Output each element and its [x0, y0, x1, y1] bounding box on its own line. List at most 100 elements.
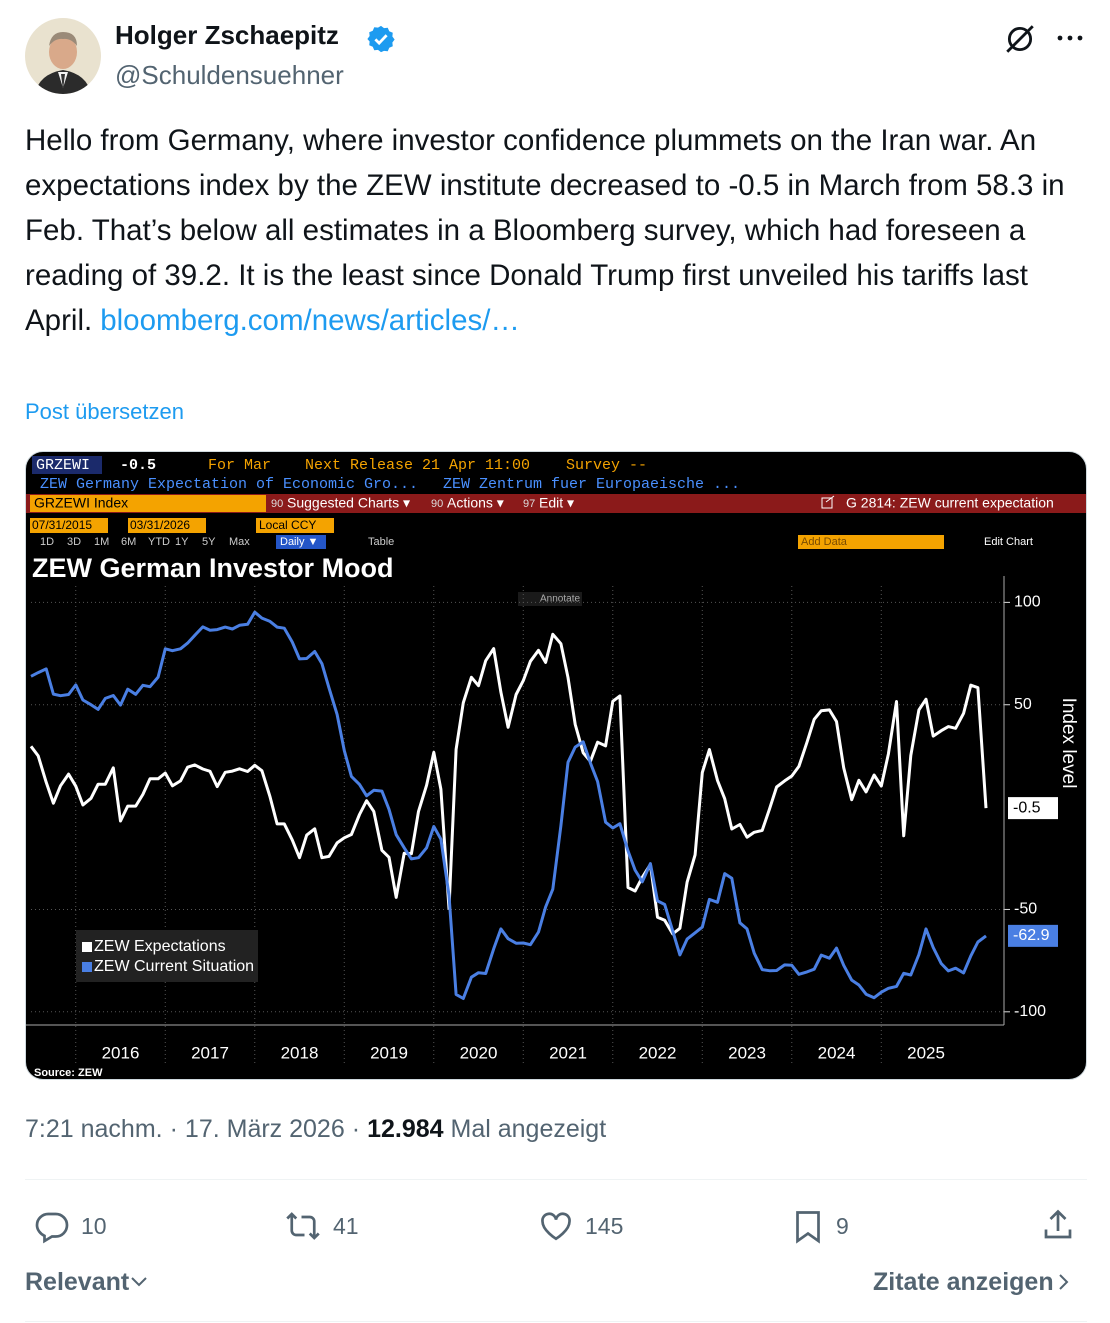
range-button: 1M [94, 536, 109, 548]
description: ZEW Germany Expectation of Economic Gro.… [40, 476, 418, 493]
more-icon[interactable] [1055, 28, 1085, 48]
y-tick-label: 100 [1014, 594, 1041, 611]
repost-button[interactable]: 41 [283, 1208, 359, 1244]
y-tick-label: -50 [1014, 901, 1037, 918]
legend-swatch [82, 942, 92, 952]
range-button: 5Y [202, 536, 216, 548]
verified-badge [367, 25, 395, 53]
menu-code: 97 [523, 498, 535, 510]
reply-button[interactable]: 10 [33, 1208, 107, 1244]
frequency-box [276, 535, 326, 549]
x-tick-label: 2023 [728, 1043, 766, 1062]
date-box [128, 518, 206, 533]
y-tick-label: 50 [1014, 696, 1032, 713]
date-box [30, 518, 108, 533]
security-box [30, 495, 266, 512]
x-tick-label: 2018 [281, 1043, 319, 1062]
currency: Local CCY [259, 518, 316, 532]
toolbar [26, 494, 1086, 513]
post-link[interactable]: bloomberg.com/news/articles/… [100, 304, 520, 337]
chart-image[interactable]: GRZEWI -0.5 For Mar Next Release 21 Apr 11:… [25, 451, 1087, 1080]
view-label: Mal angezeigt [450, 1115, 607, 1143]
x-tick-label: 2022 [639, 1043, 677, 1062]
like-icon [541, 1212, 571, 1241]
range-button: 1Y [175, 536, 189, 548]
survey: Survey -- [566, 457, 647, 474]
like-button[interactable]: 145 [537, 1208, 623, 1244]
post-meta: 7:21 nachm. · 17. März 2026 · 12.984 Mal ang… [25, 1115, 613, 1144]
legend-entry: ZEW Current Situation [94, 958, 254, 975]
author-name[interactable]: Holger Zschaepitz [115, 20, 339, 50]
repost-icon [286, 1212, 320, 1240]
chevron [131, 1277, 147, 1287]
range-button: 6M [121, 536, 136, 548]
currency-box [256, 518, 334, 533]
next-release: Next Release 21 Apr 11:00 [305, 457, 530, 474]
end-label: -62.9 [1013, 927, 1050, 944]
bookmark-button[interactable]: 9 [790, 1208, 849, 1244]
divider [25, 1321, 1087, 1322]
last-value: -0.5 [120, 457, 156, 474]
annotate-box [518, 592, 582, 606]
end-label: -0.5 [1013, 799, 1041, 816]
description: ZEW Zentrum fuer Europaeische ... [443, 476, 740, 493]
share-button[interactable] [1040, 1207, 1076, 1243]
edit-chart: Edit Chart [984, 536, 1033, 548]
end-tag [1008, 797, 1058, 820]
x-tick-label: 2020 [460, 1043, 498, 1062]
ticker: GRZEWI [36, 457, 90, 474]
range-button: YTD [148, 536, 170, 548]
range-button: Max [229, 536, 250, 548]
view-count: 12.984 [367, 1115, 444, 1143]
x-tick-label: 2016 [102, 1043, 140, 1062]
reply-icon [35, 1212, 69, 1244]
divider [25, 1179, 1087, 1180]
x-tick-label: 2024 [818, 1043, 856, 1062]
sort-menu[interactable]: Relevant [25, 1268, 149, 1297]
bookmark-icon [796, 1211, 820, 1244]
menu-item: Edit ▾ [539, 495, 574, 511]
add-data-box [798, 535, 944, 549]
quotes-link[interactable]: Zitate anzeigen [873, 1268, 1074, 1297]
menu-code: 90 [431, 498, 443, 510]
grok-icon[interactable] [1003, 22, 1037, 56]
post-time[interactable]: 7:21 nachm. [25, 1115, 163, 1143]
ticker-box [32, 456, 102, 474]
period: For Mar [208, 457, 271, 474]
security: GRZEWI Index [34, 495, 128, 511]
menu-item: Suggested Charts ▾ [287, 495, 410, 511]
x-tick-label: 2025 [907, 1043, 945, 1062]
legend-swatch [82, 962, 92, 972]
author-handle[interactable]: @Schuldensuehner [115, 60, 344, 90]
start-date: 07/31/2015 [32, 518, 92, 532]
translate-link[interactable]: Post übersetzen [25, 399, 184, 424]
annotate: Annotate [540, 594, 580, 605]
series-line [29, 632, 988, 936]
separator: · [351, 1115, 361, 1143]
end-date: 03/31/2026 [130, 518, 190, 532]
y-tick-label: -100 [1014, 1003, 1046, 1020]
range-button: 3D [67, 536, 81, 548]
x-tick-label: 2021 [549, 1043, 587, 1062]
chart-ref: G 2814: ZEW current expectation [846, 495, 1054, 511]
repost-count: 41 [333, 1212, 359, 1239]
source: Source: ZEW [34, 1067, 103, 1079]
post-body: Hello from Germany, where investor confi… [25, 124, 1065, 337]
add-data: Add Data [801, 536, 848, 548]
sort-label: Relevant [25, 1268, 130, 1296]
table-button: Table [368, 536, 394, 548]
separator: · [169, 1115, 178, 1143]
end-tag [1008, 924, 1058, 947]
y-axis-label: Index level [1058, 698, 1079, 789]
popout-icon [821, 495, 835, 509]
avatar[interactable] [25, 18, 101, 94]
legend-entry: ZEW Expectations [94, 938, 226, 955]
chart: GRZEWI -0.5 For Mar Next Release 21 Apr 11:… [26, 456, 1086, 1079]
post-text: Hello from Germany, where investor confi… [25, 118, 1087, 343]
series-line [30, 610, 987, 1000]
chart-title: ZEW German Investor Mood [32, 553, 394, 583]
post-date[interactable]: 17. März 2026 [184, 1115, 345, 1143]
like-count: 145 [585, 1212, 624, 1239]
x-tick-label: 2017 [191, 1043, 229, 1062]
